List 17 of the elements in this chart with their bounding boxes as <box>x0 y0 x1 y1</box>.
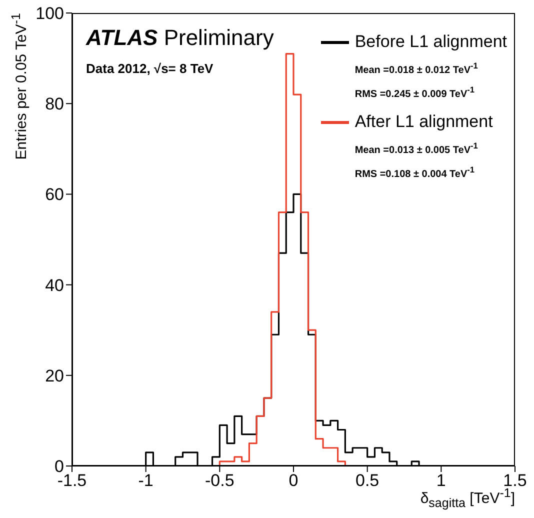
y-tick-label: 60 <box>45 185 64 204</box>
annotation: Mean =0.018 ± 0.012 TeV$^{-1}$ <box>354 61 478 76</box>
annotation: RMS =0.108 ± 0.004 TeV$^{-1}$ <box>354 165 475 180</box>
y-tick-label: 80 <box>45 94 64 114</box>
text: Data 2012, √s= 8 TeV <box>86 61 214 76</box>
x-tick-label: 0 <box>288 471 298 490</box>
x-tick-label: -0.5 <box>205 471 234 490</box>
legend-label: Before L1 alignment <box>354 32 507 52</box>
x-tick-label: -1 <box>138 471 154 490</box>
text: ATLAS Preliminary <box>86 25 274 50</box>
legend-label: After L1 alignment <box>354 112 493 132</box>
y-tick-label: 40 <box>45 276 64 295</box>
y-tick-label: 100 <box>36 4 64 24</box>
x-tick-label: 0.5 <box>356 471 380 490</box>
annotation: RMS =0.245 ± 0.009 TeV$^{-1}$ <box>354 85 475 100</box>
y-tick-label: 20 <box>45 366 64 386</box>
annotation: Mean =0.013 ± 0.005 TeV$^{-1}$ <box>354 141 478 156</box>
